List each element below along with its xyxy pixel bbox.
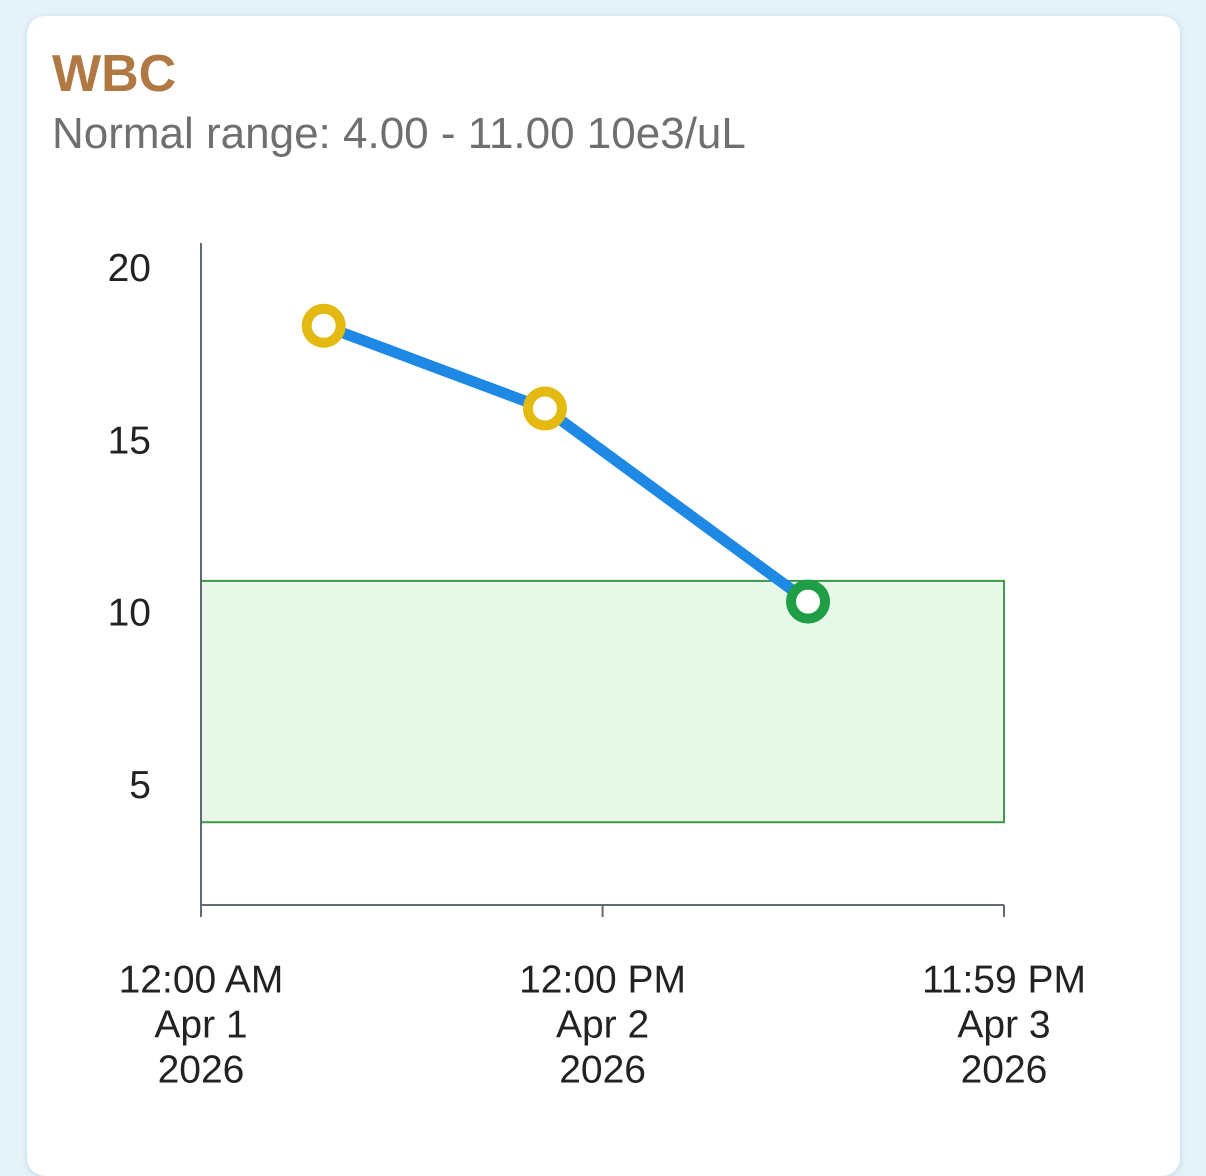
chart-subtitle: Normal range: 4.00 - 11.00 10e3/uL bbox=[52, 109, 746, 158]
page: WBC Normal range: 4.00 - 11.00 10e3/uL 5… bbox=[27, 16, 1180, 1176]
x-tick-label: 2026 bbox=[961, 1048, 1048, 1091]
x-tick-label: Apr 3 bbox=[957, 1003, 1050, 1046]
x-tick-label: 11:59 PM bbox=[922, 958, 1086, 1001]
x-tick-label: Apr 1 bbox=[154, 1003, 247, 1046]
y-tick-label: 10 bbox=[108, 592, 151, 635]
x-tick-label: 2026 bbox=[559, 1048, 646, 1091]
y-tick-label: 20 bbox=[108, 247, 151, 290]
y-tick-label: 15 bbox=[108, 419, 151, 462]
data-point bbox=[522, 386, 567, 431]
normal-range-band bbox=[200, 579, 1005, 824]
data-line bbox=[321, 320, 812, 607]
x-tick-label: 12:00 PM bbox=[519, 958, 686, 1001]
x-tick-label: 12:00 AM bbox=[119, 958, 284, 1001]
data-point bbox=[301, 303, 346, 348]
x-tick-label: 2026 bbox=[158, 1048, 245, 1091]
data-point bbox=[786, 579, 831, 624]
y-tick-label: 5 bbox=[129, 764, 151, 807]
x-tick-label: Apr 2 bbox=[556, 1003, 649, 1046]
chart-title: WBC bbox=[52, 45, 177, 103]
